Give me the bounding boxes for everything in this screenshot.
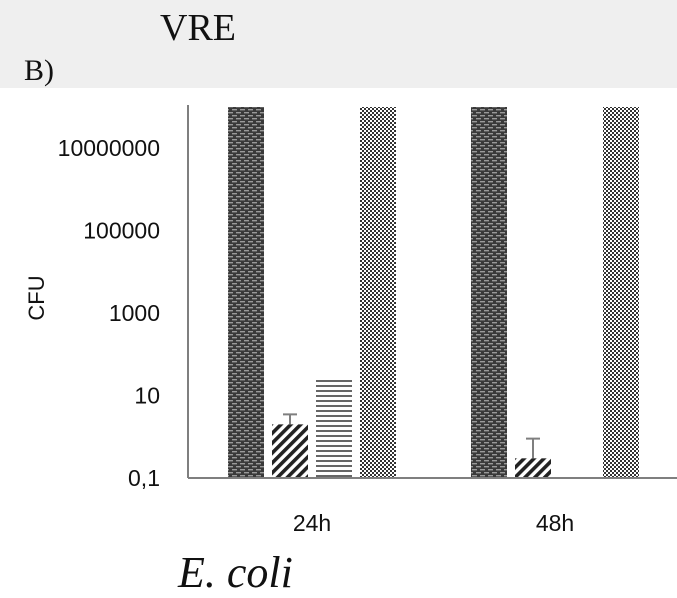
- bar-checker-48h: [603, 107, 639, 478]
- bar-chart: 0,1 10 1000 100000 10000000 24h 48h CFU: [24, 105, 677, 536]
- y-axis-label: CFU: [24, 275, 49, 320]
- figure-caption: E. coli: [178, 548, 293, 597]
- bar-diagonal-stripe-48h: [515, 458, 551, 478]
- y-tick-labels: 0,1 10 1000 100000 10000000: [58, 135, 160, 491]
- y-tick-label: 0,1: [128, 465, 160, 491]
- y-tick-label: 1000: [109, 300, 160, 326]
- bar-dark-dash-48h: [471, 107, 507, 478]
- y-tick-label: 100000: [83, 218, 160, 244]
- figure-heading: VRE: [160, 7, 236, 49]
- error-bar: [526, 437, 540, 459]
- header-band: [0, 0, 677, 88]
- bar-diagonal-stripe-24h: [272, 424, 308, 478]
- bar-checker-24h: [360, 107, 396, 478]
- x-tick-label: 48h: [536, 510, 574, 536]
- error-bar: [283, 413, 297, 425]
- x-tick-labels: 24h 48h: [293, 510, 574, 536]
- x-tick-label: 24h: [293, 510, 331, 536]
- bars-group: [228, 107, 639, 478]
- error-bars-group: [283, 413, 540, 459]
- bar-horizontal-stripe-24h: [316, 379, 352, 478]
- panel-label: B): [24, 54, 54, 87]
- bar-dark-dash-24h: [228, 107, 264, 478]
- y-tick-label: 10: [134, 383, 160, 409]
- y-tick-label: 10000000: [58, 135, 160, 161]
